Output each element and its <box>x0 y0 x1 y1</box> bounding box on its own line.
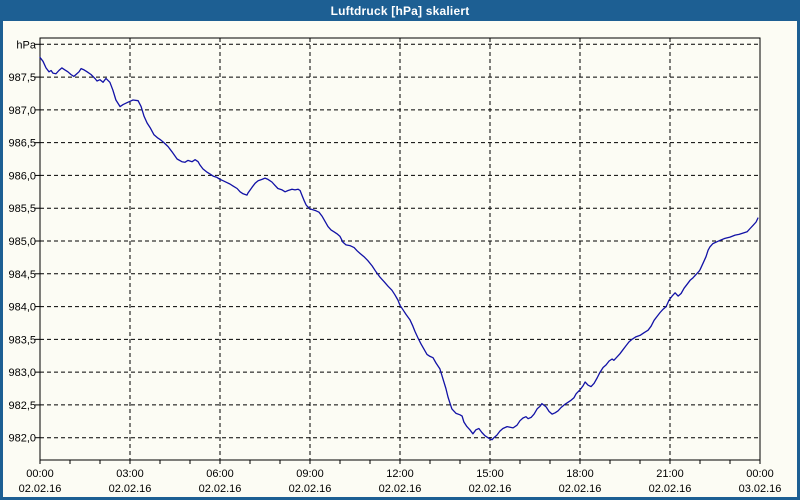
y-tick-label: 985,5 <box>8 203 36 215</box>
window-title: Luftdruck [hPa] skaliert <box>330 3 470 18</box>
x-tick-date-label: 02.02.16 <box>199 483 242 495</box>
x-tick-date-label: 02.02.16 <box>649 483 692 495</box>
y-axis-unit-label: hPa <box>16 39 36 51</box>
x-tick-date-label: 02.02.16 <box>19 483 62 495</box>
x-tick-time-label: 21:00 <box>656 468 684 480</box>
y-tick-label: 986,5 <box>8 138 36 150</box>
y-tick-label: 983,0 <box>8 367 36 379</box>
x-tick-date-label: 02.02.16 <box>109 483 152 495</box>
y-tick-label: 982,0 <box>8 433 36 445</box>
y-tick-label: 982,5 <box>8 400 36 412</box>
x-tick-time-label: 00:00 <box>746 468 774 480</box>
x-tick-date-label: 02.02.16 <box>289 483 332 495</box>
y-tick-label: 984,5 <box>8 269 36 281</box>
x-tick-time-label: 15:00 <box>476 468 504 480</box>
y-tick-label: 984,0 <box>8 302 36 314</box>
x-tick-time-label: 09:00 <box>296 468 324 480</box>
y-tick-label: 983,5 <box>8 334 36 346</box>
pressure-line <box>39 56 759 441</box>
x-tick-date-label: 03.02.16 <box>739 483 782 495</box>
x-tick-time-label: 06:00 <box>206 468 234 480</box>
y-tick-label: 985,0 <box>8 236 36 248</box>
y-tick-label: 987,5 <box>8 72 36 84</box>
x-tick-time-label: 12:00 <box>386 468 414 480</box>
x-tick-time-label: 18:00 <box>566 468 594 480</box>
x-tick-date-label: 02.02.16 <box>469 483 512 495</box>
x-tick-date-label: 02.02.16 <box>379 483 422 495</box>
window-titlebar[interactable]: Luftdruck [hPa] skaliert <box>0 0 800 21</box>
plot-border <box>39 37 761 461</box>
x-tick-date-label: 02.02.16 <box>559 483 602 495</box>
x-tick-time-label: 00:00 <box>26 468 54 480</box>
x-tick-time-label: 03:00 <box>116 468 144 480</box>
y-tick-label: 986,0 <box>8 170 36 182</box>
y-tick-label: 987,0 <box>8 105 36 117</box>
